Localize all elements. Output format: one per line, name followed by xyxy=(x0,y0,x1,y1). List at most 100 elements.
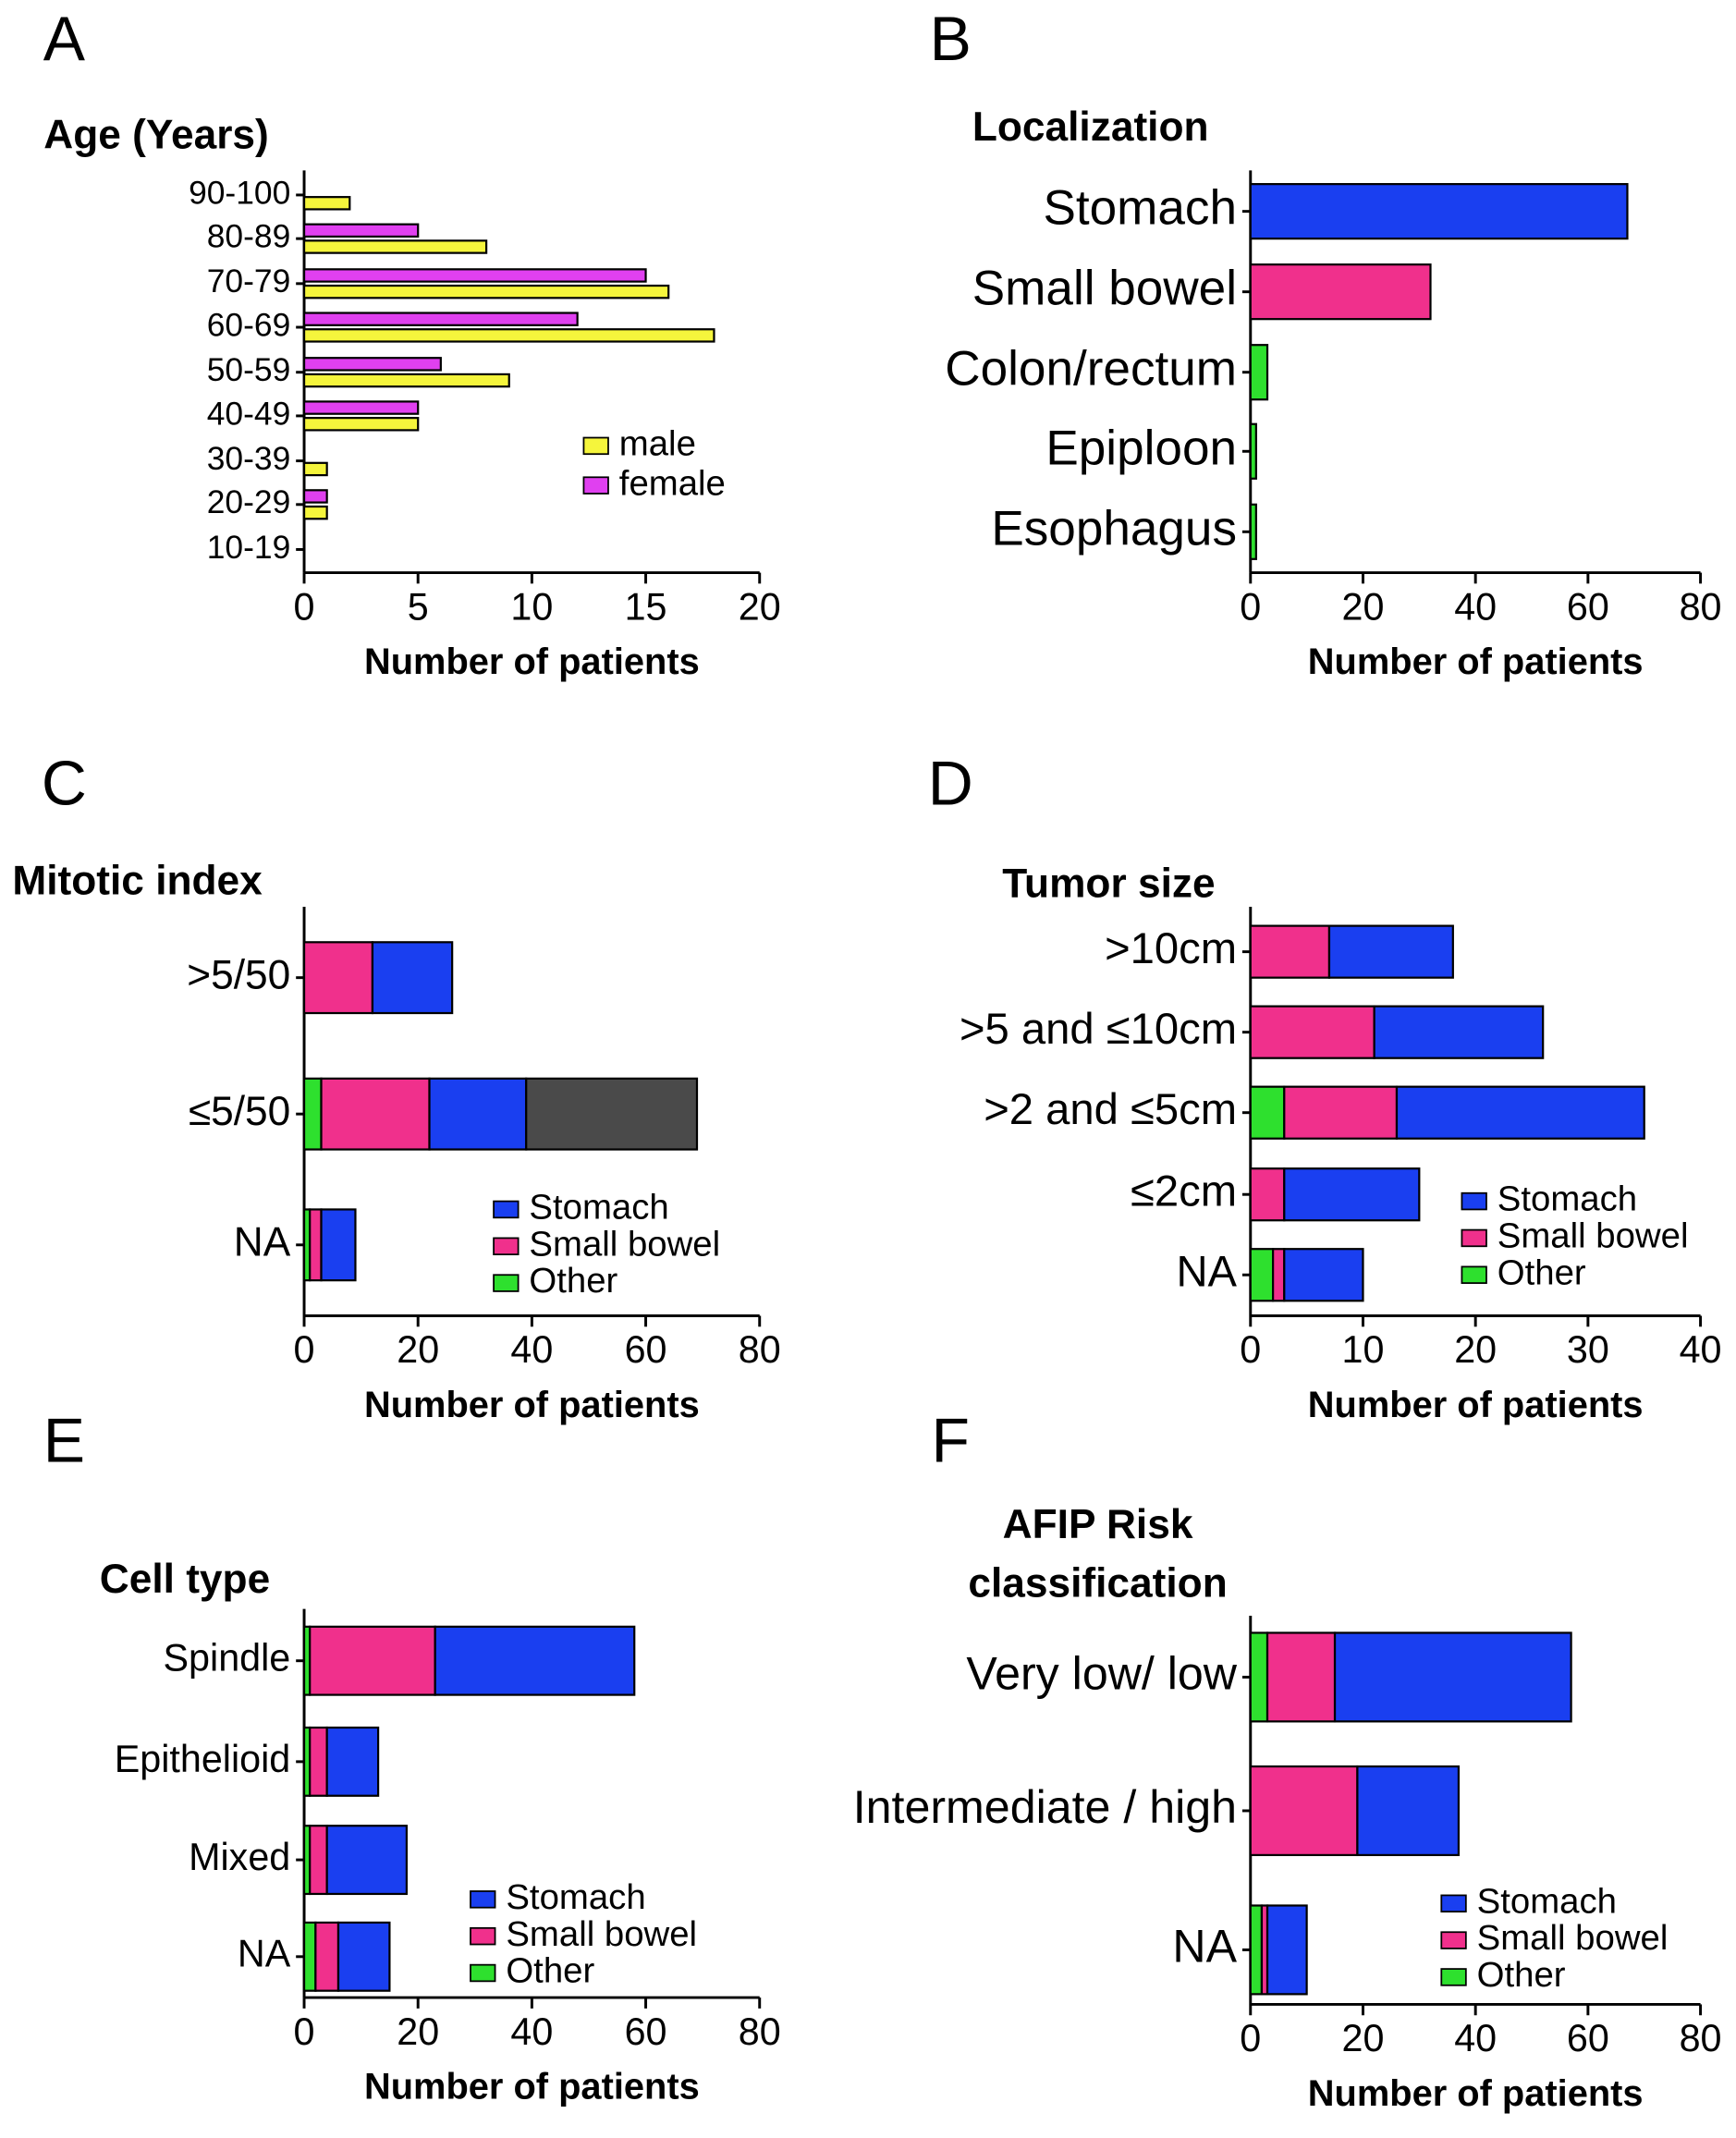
y-tick-label: Small bowel xyxy=(972,262,1237,316)
bar xyxy=(1249,924,1331,979)
legend-swatch xyxy=(1461,1265,1487,1284)
chart-title: Localization xyxy=(972,104,1209,150)
x-axis-label: Number of patients xyxy=(1308,1385,1644,1425)
bar xyxy=(1373,1005,1545,1059)
bar xyxy=(302,239,488,254)
bar xyxy=(325,1726,380,1797)
x-tick-label: 10 xyxy=(1342,1328,1385,1371)
y-tick-label: NA xyxy=(234,1219,291,1264)
x-tick-label: 80 xyxy=(1680,585,1722,628)
bar xyxy=(302,417,420,432)
bar xyxy=(302,357,442,372)
bar xyxy=(371,941,454,1015)
chart-title: classification xyxy=(968,1560,1227,1606)
bar xyxy=(1249,1085,1286,1140)
bar xyxy=(302,505,328,520)
bar xyxy=(1249,1904,1264,1996)
y-tick-label: Spindle xyxy=(164,1637,291,1680)
y-tick-label: 90-100 xyxy=(189,174,290,211)
bar xyxy=(302,400,420,415)
y-tick-label: >2 and ≤5cm xyxy=(984,1085,1237,1134)
legend-label: Small bowel xyxy=(1477,1918,1669,1958)
y-tick-label: NA xyxy=(1172,1921,1237,1973)
bar xyxy=(1249,1167,1286,1222)
y-tick-label: Mixed xyxy=(189,1836,290,1878)
y-tick-label: 60-69 xyxy=(207,306,291,343)
x-tick-label: 0 xyxy=(294,1328,315,1371)
bar xyxy=(302,461,328,477)
x-tick-label: 40 xyxy=(510,2010,553,2053)
bar xyxy=(314,1921,340,1992)
panel-letter: E xyxy=(43,1407,85,1476)
bar xyxy=(302,328,715,343)
bar xyxy=(302,268,647,283)
y-tick-label: ≤2cm xyxy=(1131,1167,1237,1216)
y-tick-label: 10-19 xyxy=(207,529,291,566)
bar xyxy=(302,284,670,299)
x-tick-label: 40 xyxy=(1680,1328,1722,1371)
y-tick-label: NA xyxy=(1176,1248,1237,1297)
bar xyxy=(1249,1765,1359,1857)
panel-letter: B xyxy=(930,5,972,74)
legend-label: Small bowel xyxy=(529,1224,720,1264)
chart-title: Cell type xyxy=(100,1557,270,1602)
y-tick-label: Intermediate / high xyxy=(853,1781,1237,1833)
x-tick-label: 10 xyxy=(510,585,553,628)
y-tick-label: Esophagus xyxy=(991,501,1237,556)
legend-label: Small bowel xyxy=(506,1914,697,1954)
legend-swatch xyxy=(1461,1191,1487,1211)
x-tick-label: 60 xyxy=(1567,585,1609,628)
x-tick-label: 0 xyxy=(294,585,315,628)
x-tick-label: 30 xyxy=(1567,1328,1609,1371)
bar xyxy=(1272,1248,1286,1302)
y-tick-label: 40-49 xyxy=(207,395,291,432)
x-tick-label: 0 xyxy=(1240,1328,1261,1371)
legend-swatch xyxy=(470,1963,496,1983)
legend-swatch xyxy=(470,1926,496,1946)
legend-label: Other xyxy=(506,1951,594,1991)
y-tick-label: 30-39 xyxy=(207,440,291,477)
legend-label: male xyxy=(619,423,696,463)
x-tick-label: 80 xyxy=(739,1328,781,1371)
bar xyxy=(1283,1085,1399,1140)
panel-letter: D xyxy=(928,750,973,819)
panel-letter: C xyxy=(42,750,87,819)
x-tick-label: 60 xyxy=(625,1328,667,1371)
legend-swatch xyxy=(493,1237,520,1256)
bar xyxy=(1249,183,1629,240)
bar xyxy=(1265,1904,1308,1996)
x-tick-label: 40 xyxy=(510,1328,553,1371)
y-tick-label: ≤5/50 xyxy=(189,1089,290,1134)
bar xyxy=(1249,422,1257,480)
x-tick-label: 80 xyxy=(739,2010,781,2053)
bar xyxy=(1283,1167,1421,1222)
bar xyxy=(302,1077,323,1151)
legend-swatch xyxy=(1440,1894,1467,1913)
bar xyxy=(325,1825,408,1896)
x-tick-label: 60 xyxy=(1567,2017,1609,2059)
x-axis-label: Number of patients xyxy=(1308,641,1644,682)
x-axis-label: Number of patients xyxy=(364,2066,700,2107)
bar xyxy=(302,1921,317,1992)
bar xyxy=(1249,1631,1269,1723)
panel-letter: A xyxy=(43,5,86,74)
bar xyxy=(1333,1631,1572,1723)
legend-swatch xyxy=(1461,1228,1487,1248)
legend-swatch xyxy=(582,436,609,456)
y-tick-label: Epithelioid xyxy=(115,1738,291,1780)
legend-label: Small bowel xyxy=(1498,1216,1689,1256)
y-tick-label: 20-29 xyxy=(207,483,291,520)
bar xyxy=(309,1208,323,1282)
bar xyxy=(1249,503,1257,560)
legend-label: female xyxy=(619,463,726,503)
x-tick-label: 0 xyxy=(294,2010,315,2053)
bar xyxy=(309,1625,436,1696)
x-tick-label: 80 xyxy=(1680,2017,1722,2059)
legend-label: Other xyxy=(529,1261,617,1301)
y-tick-label: >5 and ≤10cm xyxy=(960,1005,1237,1054)
x-tick-label: 60 xyxy=(625,2010,667,2053)
y-tick-label: 80-89 xyxy=(207,217,291,254)
legend-label: Other xyxy=(1498,1252,1586,1292)
legend-label: Stomach xyxy=(1477,1881,1617,1921)
